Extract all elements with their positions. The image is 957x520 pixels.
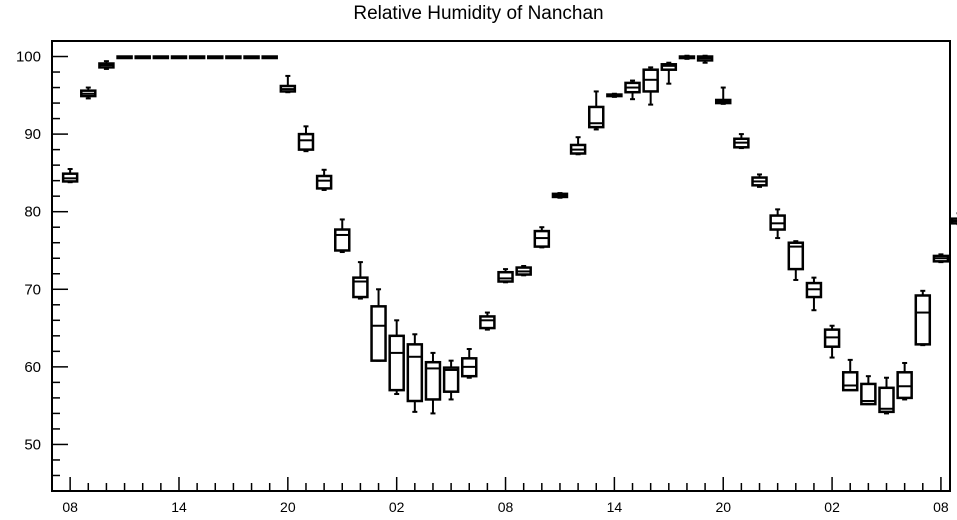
box-iqr xyxy=(334,228,351,252)
x-tick-label: 14 xyxy=(171,499,187,515)
y-tick-label: 90 xyxy=(24,126,41,143)
x-tick-label: 14 xyxy=(607,499,623,515)
box xyxy=(406,333,424,413)
box xyxy=(479,311,496,331)
box xyxy=(497,268,514,284)
y-tick-label: 80 xyxy=(24,204,41,221)
box xyxy=(315,168,333,191)
box xyxy=(660,61,678,85)
box xyxy=(769,208,786,240)
x-tick-label: 08 xyxy=(498,499,514,515)
box xyxy=(352,261,369,300)
box xyxy=(279,74,297,94)
box xyxy=(878,376,895,415)
box xyxy=(932,253,950,264)
box-iqr xyxy=(860,382,877,406)
box xyxy=(370,288,387,362)
box xyxy=(152,55,170,60)
box-iqr xyxy=(497,270,514,283)
box-iqr xyxy=(479,315,496,330)
box xyxy=(61,168,79,184)
box-iqr xyxy=(442,366,460,393)
box-iqr xyxy=(841,371,859,392)
box xyxy=(896,361,913,401)
box xyxy=(188,55,206,60)
box-iqr xyxy=(370,305,387,362)
box-iqr xyxy=(297,132,315,151)
box xyxy=(787,240,805,281)
box xyxy=(515,265,532,277)
x-tick-label: 02 xyxy=(824,499,840,515)
box-iqr xyxy=(587,105,605,129)
box xyxy=(424,351,442,415)
y-axis: 50 60 70 80 90 100 xyxy=(16,40,68,492)
box xyxy=(805,276,823,312)
box-iqr xyxy=(660,63,678,71)
box xyxy=(914,289,932,347)
box xyxy=(841,358,859,392)
box xyxy=(170,55,188,60)
box xyxy=(587,90,605,131)
box xyxy=(624,79,641,101)
box xyxy=(823,324,841,359)
box xyxy=(950,212,957,226)
box xyxy=(860,375,877,406)
box xyxy=(388,319,405,396)
plot-frame xyxy=(51,40,951,492)
x-tick-label: 20 xyxy=(280,499,296,515)
box xyxy=(261,55,278,60)
box xyxy=(225,55,242,60)
box xyxy=(606,92,623,98)
chart-title: Relative Humidity of Nanchan xyxy=(353,3,604,24)
box xyxy=(678,54,696,60)
x-tick-label: 02 xyxy=(389,499,405,515)
x-tick-label: 08 xyxy=(933,499,949,515)
box xyxy=(733,133,750,150)
box xyxy=(569,136,587,156)
box xyxy=(642,66,659,106)
box xyxy=(80,86,97,100)
x-tick-label: 20 xyxy=(715,499,731,515)
box xyxy=(334,218,351,254)
box xyxy=(442,359,460,401)
box xyxy=(461,348,478,379)
box xyxy=(207,55,224,60)
x-tick-label: 08 xyxy=(62,499,78,515)
box-iqr xyxy=(914,294,932,346)
box xyxy=(116,55,133,60)
box xyxy=(533,226,551,249)
box-iqr xyxy=(406,343,424,403)
box xyxy=(714,86,732,105)
box-iqr xyxy=(388,334,405,392)
box-iqr xyxy=(896,371,913,400)
box-iqr xyxy=(787,241,805,271)
box xyxy=(551,192,569,199)
y-tick-label: 70 xyxy=(24,281,41,298)
boxes xyxy=(61,54,957,415)
box xyxy=(751,173,768,188)
box xyxy=(98,60,115,70)
box xyxy=(243,55,260,60)
box xyxy=(696,54,714,64)
y-tick-label: 50 xyxy=(24,436,41,453)
box xyxy=(134,55,151,60)
y-tick-label: 60 xyxy=(24,359,41,376)
box-iqr xyxy=(878,386,895,414)
box-iqr xyxy=(424,360,442,401)
box xyxy=(297,125,315,153)
x-axis: 08 14 20 02 08 14 20 02 08 xyxy=(62,477,949,515)
box-iqr xyxy=(315,174,333,190)
y-tick-label: 100 xyxy=(16,49,41,66)
